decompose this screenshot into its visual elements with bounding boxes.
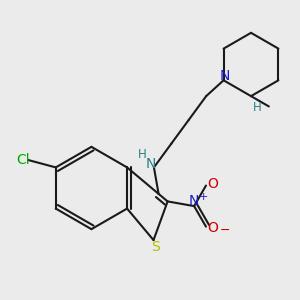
Text: O: O xyxy=(208,221,218,235)
Text: Cl: Cl xyxy=(17,153,30,167)
Text: H: H xyxy=(137,148,146,161)
Text: O: O xyxy=(208,177,218,191)
Text: N: N xyxy=(189,194,199,208)
Text: H: H xyxy=(253,101,262,114)
Text: S: S xyxy=(151,240,160,254)
Text: N: N xyxy=(220,69,230,82)
Text: −: − xyxy=(220,224,230,237)
Text: +: + xyxy=(198,192,208,202)
Text: N: N xyxy=(146,157,156,171)
